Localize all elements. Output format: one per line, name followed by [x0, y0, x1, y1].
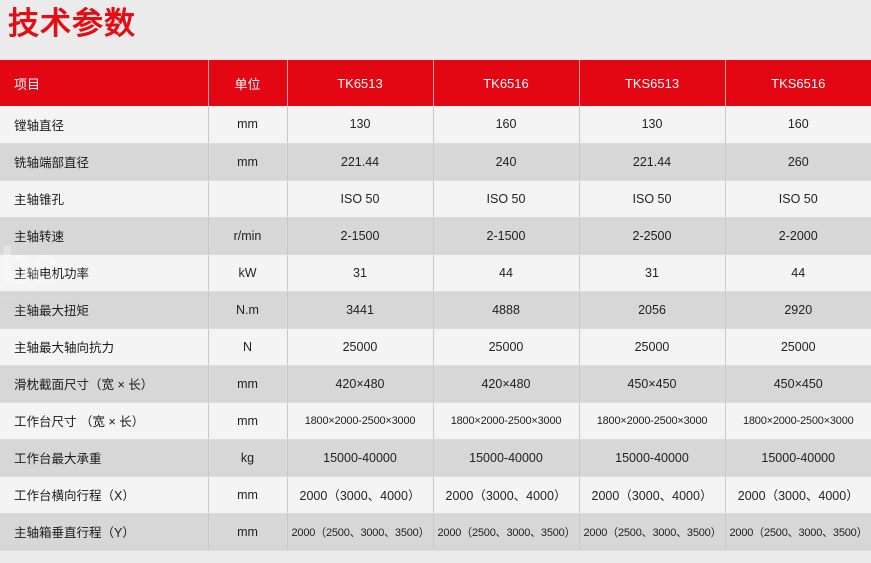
table-cell: 25000: [725, 328, 871, 366]
table-cell: 2000（2500、3000、3500）: [579, 513, 726, 551]
table-cell: 2000（2500、3000、3500）: [433, 513, 580, 551]
column-header-unit: 单位: [208, 60, 288, 106]
table-cell: ISO 50: [579, 180, 726, 218]
table-cell: mm: [208, 365, 288, 403]
table-cell: 221.44: [579, 143, 726, 181]
table-cell: mm: [208, 402, 288, 440]
column-header-tk6513: TK6513: [287, 60, 434, 106]
table-cell: ISO 50: [433, 180, 580, 218]
table-header: 项目 单位 TK6513 TK6516 TKS6513 TKS6516: [0, 60, 871, 106]
table-cell: 420×480: [433, 365, 580, 403]
row-label: 主轴最大扭矩: [0, 291, 209, 329]
table-cell: 2000（3000、4000）: [579, 476, 726, 514]
table-cell: 25000: [433, 328, 580, 366]
table-cell: 31: [287, 254, 434, 292]
table-row: 铣轴端部直径 mm 221.44 240 221.44 260: [0, 143, 871, 181]
table-cell: [208, 180, 288, 218]
table-cell: kg: [208, 439, 288, 477]
row-label: 主轴锥孔: [0, 180, 209, 218]
table-row: 主轴最大轴向抗力 N 25000 25000 25000 25000: [0, 328, 871, 366]
row-label: 滑枕截面尺寸（宽 × 长）: [0, 365, 209, 403]
table-cell: 1800×2000-2500×3000: [433, 402, 580, 440]
table-cell: 240: [433, 143, 580, 181]
table-cell: 450×450: [579, 365, 726, 403]
table-row: 工作台最大承重 kg 15000-40000 15000-40000 15000-400…: [0, 439, 871, 477]
table-row: 工作台尺寸 （宽 × 长） mm 1800×2000-2500×3000 1800×2…: [0, 402, 871, 440]
table-cell: 160: [725, 106, 871, 144]
table-cell: 15000-40000: [433, 439, 580, 477]
table-cell: 450×450: [725, 365, 871, 403]
table-cell: ISO 50: [725, 180, 871, 218]
table-cell: 3441: [287, 291, 434, 329]
column-header-tks6516: TKS6516: [725, 60, 871, 106]
table-cell: mm: [208, 106, 288, 144]
table-cell: 2-1500: [433, 217, 580, 255]
table-cell: 2000（2500、3000、3500）: [725, 513, 871, 551]
table-row: 主轴电机功率 kW 31 44 31 44: [0, 254, 871, 292]
table-cell: kW: [208, 254, 288, 292]
table-cell: 15000-40000: [287, 439, 434, 477]
table-row: 滑枕截面尺寸（宽 × 长） mm 420×480 420×480 450×450 450×…: [0, 365, 871, 403]
table-cell: 1800×2000-2500×3000: [725, 402, 871, 440]
table-cell: 2000（3000、4000）: [725, 476, 871, 514]
table-row: 工作台横向行程（X） mm 2000（3000、4000） 2000（3000、400…: [0, 476, 871, 514]
row-label: 工作台横向行程（X）: [0, 476, 209, 514]
table-row: 主轴最大扭矩 N.m 3441 4888 2056 2920: [0, 291, 871, 329]
table-body: 镗轴直径 mm 130 160 130 160 铣轴端部直径 mm 221.44 240 221.4…: [0, 106, 871, 551]
table-cell: N: [208, 328, 288, 366]
row-label: 镗轴直径: [0, 106, 209, 144]
table-cell: 420×480: [287, 365, 434, 403]
table-row: 主轴箱垂直行程（Y） mm 2000（2500、3000、3500） 2000（250…: [0, 513, 871, 551]
row-label: 主轴箱垂直行程（Y）: [0, 513, 209, 551]
table-cell: 4888: [433, 291, 580, 329]
table-row: 主轴转速 r/min 2-1500 2-1500 2-2500 2-2000: [0, 217, 871, 255]
table-cell: mm: [208, 143, 288, 181]
table-cell: 2000（3000、4000）: [433, 476, 580, 514]
table-cell: 2-1500: [287, 217, 434, 255]
table-cell: 1800×2000-2500×3000: [287, 402, 434, 440]
table-cell: 221.44: [287, 143, 434, 181]
table-cell: ISO 50: [287, 180, 434, 218]
table-cell: mm: [208, 476, 288, 514]
column-header-item: 项目: [0, 60, 209, 106]
table-cell: mm: [208, 513, 288, 551]
row-label: 工作台最大承重: [0, 439, 209, 477]
table-cell: 25000: [579, 328, 726, 366]
column-header-tks6513: TKS6513: [579, 60, 726, 106]
table-cell: 2-2500: [579, 217, 726, 255]
table-cell: 25000: [287, 328, 434, 366]
table-row: 主轴锥孔 ISO 50 ISO 50 ISO 50 ISO 50: [0, 180, 871, 218]
table-cell: N.m: [208, 291, 288, 329]
technical-parameters-table: 项目 单位 TK6513 TK6516 TKS6513 TKS6516 镗轴直径…: [0, 60, 871, 551]
table-cell: 2-2000: [725, 217, 871, 255]
table-cell: 2000（3000、4000）: [287, 476, 434, 514]
table-cell: 160: [433, 106, 580, 144]
table-cell: 15000-40000: [579, 439, 726, 477]
row-label: 主轴电机功率: [0, 254, 209, 292]
column-header-tk6516: TK6516: [433, 60, 580, 106]
spec-table-container: 项目 单位 TK6513 TK6516 TKS6513 TKS6516 镗轴直径…: [0, 60, 871, 551]
table-cell: 1800×2000-2500×3000: [579, 402, 726, 440]
table-header-row: 项目 单位 TK6513 TK6516 TKS6513 TKS6516: [0, 60, 871, 106]
table-cell: 44: [725, 254, 871, 292]
table-cell: 31: [579, 254, 726, 292]
table-cell: 2000（2500、3000、3500）: [287, 513, 434, 551]
page-title: 技术参数: [8, 6, 136, 41]
table-cell: 2920: [725, 291, 871, 329]
table-row: 镗轴直径 mm 130 160 130 160: [0, 106, 871, 144]
table-cell: 2056: [579, 291, 726, 329]
table-cell: 130: [287, 106, 434, 144]
table-cell: 130: [579, 106, 726, 144]
row-label: 工作台尺寸 （宽 × 长）: [0, 402, 209, 440]
row-label: 主轴最大轴向抗力: [0, 328, 209, 366]
row-label: 铣轴端部直径: [0, 143, 209, 181]
row-label: 主轴转速: [0, 217, 209, 255]
table-cell: 260: [725, 143, 871, 181]
table-cell: 44: [433, 254, 580, 292]
table-cell: 15000-40000: [725, 439, 871, 477]
table-cell: r/min: [208, 217, 288, 255]
